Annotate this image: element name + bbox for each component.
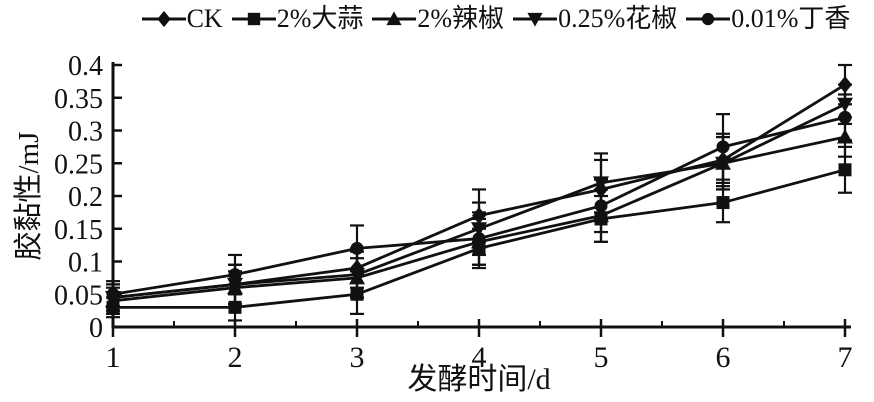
legend-label: 0.01%丁香 bbox=[731, 4, 851, 33]
svg-text:0.1: 0.1 bbox=[68, 248, 103, 279]
svg-text:0.05: 0.05 bbox=[54, 280, 103, 311]
chart-legend: CK 2%大蒜 2%辣椒 0.25%花椒 0.01%丁香 bbox=[0, 6, 874, 32]
svg-text:0.2: 0.2 bbox=[68, 182, 103, 213]
legend-item: 2%大蒜 bbox=[231, 4, 364, 33]
y-axis-ticks: 00.050.10.150.20.250.30.350.4 bbox=[54, 51, 122, 344]
legend-marker-square-icon bbox=[231, 12, 276, 26]
legend-marker-diamond-icon bbox=[141, 10, 186, 28]
legend-marker-triangle-down-icon bbox=[513, 12, 558, 27]
legend-item: 0.25%花椒 bbox=[513, 6, 677, 32]
y-axis-title: 胶黏性/mJ bbox=[13, 131, 45, 261]
series-diamond bbox=[106, 63, 852, 312]
svg-text:0.4: 0.4 bbox=[68, 51, 103, 82]
series-circle bbox=[106, 93, 852, 309]
svg-text:1: 1 bbox=[106, 341, 121, 374]
svg-text:5: 5 bbox=[594, 341, 609, 374]
legend-item: CK bbox=[141, 4, 223, 33]
svg-text:0: 0 bbox=[89, 313, 103, 344]
svg-text:0.3: 0.3 bbox=[68, 117, 103, 148]
svg-text:6: 6 bbox=[716, 341, 731, 374]
svg-text:2: 2 bbox=[228, 341, 243, 374]
legend-item: 2%辣椒 bbox=[372, 6, 504, 32]
legend-label: 2%辣椒 bbox=[417, 4, 505, 33]
svg-text:0.35: 0.35 bbox=[54, 84, 103, 115]
legend-label: 0.25%花椒 bbox=[558, 4, 678, 33]
svg-text:0.25: 0.25 bbox=[54, 149, 103, 180]
svg-text:7: 7 bbox=[838, 341, 853, 374]
legend-item: 0.01%丁香 bbox=[686, 6, 850, 32]
legend-marker-triangle-up-icon bbox=[372, 11, 417, 26]
x-axis-ticks: 1 2 3 4 5 6 7 bbox=[106, 319, 853, 374]
svg-text:0.15: 0.15 bbox=[54, 215, 103, 246]
legend-label: CK bbox=[186, 4, 223, 33]
x-axis-title: 发酵时间/d bbox=[407, 363, 551, 396]
legend-marker-circle-icon bbox=[686, 12, 731, 26]
svg-text:4: 4 bbox=[472, 341, 487, 374]
legend-label: 2%大蒜 bbox=[276, 4, 364, 33]
svg-text:3: 3 bbox=[350, 341, 365, 374]
